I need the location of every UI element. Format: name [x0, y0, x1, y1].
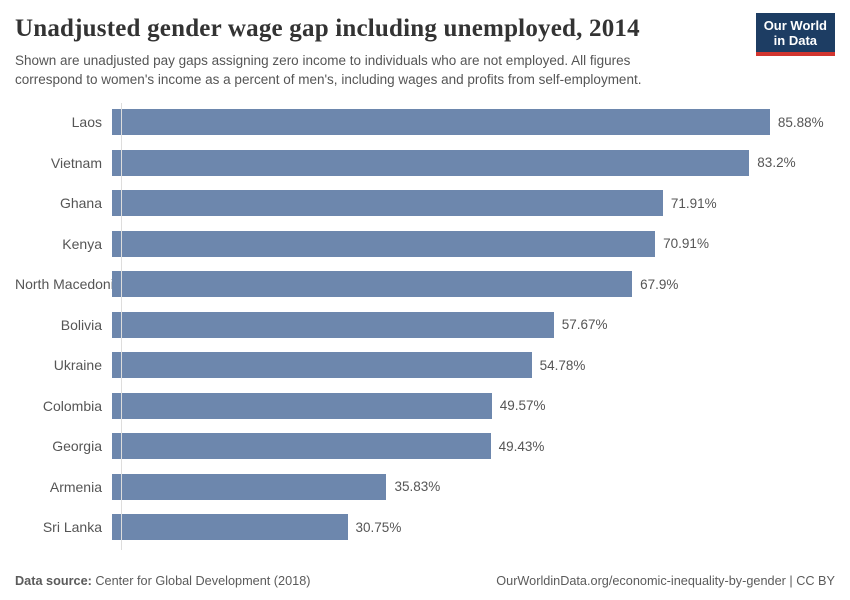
chart-rows: Laos 85.88% Vietnam 83.2% Ghana 71.91% Kenya 70… — [15, 102, 835, 548]
bar[interactable] — [112, 109, 770, 136]
bar[interactable] — [112, 271, 633, 298]
country-label: Georgia — [52, 438, 102, 455]
chart-subtitle: Shown are unadjusted pay gaps assigning … — [15, 51, 760, 89]
bar-value-label: 54.78% — [539, 357, 586, 373]
bar-value-label: 35.83% — [394, 479, 441, 495]
bar-row: Georgia 49.43% — [15, 426, 835, 467]
bar[interactable] — [112, 149, 750, 176]
bar-value-label: 71.91% — [670, 195, 717, 211]
country-label: Ghana — [59, 195, 102, 212]
bar-value-label: 70.91% — [663, 236, 709, 252]
bar-value-label: 67.9% — [640, 276, 679, 292]
country-label: Kenya — [62, 235, 102, 252]
country-label: North Macedonia — [15, 276, 122, 293]
country-label: Vietnam — [50, 154, 102, 171]
bar[interactable] — [112, 473, 387, 500]
bar[interactable] — [112, 392, 492, 419]
bar-row: Sri Lanka 30.75% — [15, 507, 835, 548]
bar-row: North Macedonia 67.9% — [15, 264, 835, 305]
bar[interactable] — [112, 311, 554, 338]
bar[interactable] — [112, 352, 532, 379]
country-label: Armenia — [49, 478, 102, 495]
owid-logo-line-2: in Data — [773, 33, 818, 48]
chart-subtitle-line-2: correspond to women's income as a percen… — [15, 72, 642, 87]
country-label: Bolivia — [60, 316, 102, 333]
bar-row: Ghana 71.91% — [15, 183, 835, 224]
bar[interactable] — [112, 514, 348, 541]
chart-subtitle-line-1: Shown are unadjusted pay gaps assigning … — [15, 53, 631, 68]
bar-row: Vietnam 83.2% — [15, 143, 835, 184]
bar-row: Armenia 35.83% — [15, 467, 835, 508]
bar[interactable] — [112, 433, 491, 460]
chart-title: Unadjusted gender wage gap including une… — [15, 15, 640, 42]
data-source-label: Data source: — [15, 574, 92, 588]
bar-value-label: 49.43% — [498, 438, 545, 454]
bar-row: Colombia 49.57% — [15, 386, 835, 427]
country-label: Sri Lanka — [42, 519, 102, 536]
bar-row: Kenya 70.91% — [15, 224, 835, 265]
chart-footer: Data source: Center for Global Developme… — [15, 574, 835, 588]
y-axis-line — [121, 103, 122, 550]
bar-value-label: 57.67% — [561, 317, 608, 333]
bar-value-label: 83.2% — [757, 155, 796, 171]
bar-row: Bolivia 57.67% — [15, 305, 835, 346]
bar-row: Laos 85.88% — [15, 102, 835, 143]
bar-value-label: 49.57% — [499, 398, 546, 414]
bar[interactable] — [112, 230, 656, 257]
chart-header: Unadjusted gender wage gap including une… — [0, 0, 850, 89]
bar[interactable] — [112, 190, 663, 217]
country-label: Laos — [71, 114, 102, 131]
bar-chart: Laos 85.88% Vietnam 83.2% Ghana 71.91% Kenya 70… — [15, 102, 835, 550]
owid-logo-line-1: Our World — [763, 18, 827, 33]
country-label: Colombia — [42, 397, 102, 414]
data-source-note: Data source: Center for Global Developme… — [15, 574, 310, 588]
data-source-text: Center for Global Development (2018) — [91, 574, 311, 588]
owid-logo[interactable]: Our World in Data — [755, 13, 835, 56]
country-label: Ukraine — [53, 357, 102, 374]
bar-value-label: 30.75% — [355, 519, 402, 535]
owid-url-link[interactable]: OurWorldinData.org/economic-inequality-b… — [496, 574, 835, 588]
bar-value-label: 85.88% — [777, 114, 824, 130]
bar-row: Ukraine 54.78% — [15, 345, 835, 386]
